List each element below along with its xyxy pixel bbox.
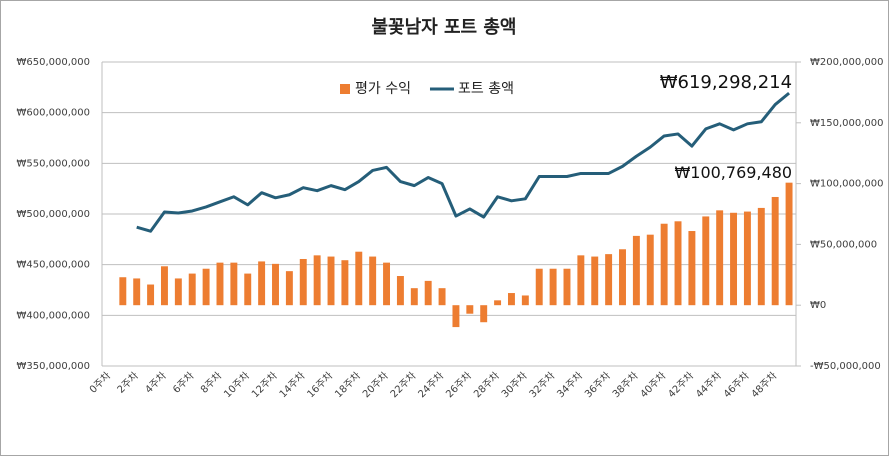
bar [730,212,738,306]
bar [133,278,141,306]
bar [549,268,557,306]
y2-tick-label: ₩150,000,000 [810,118,884,129]
bar [632,235,640,306]
bar [743,211,751,306]
bar [272,263,279,306]
bar [507,293,515,306]
bar [424,280,432,306]
bar [119,277,127,306]
bar [577,255,585,306]
bar [688,231,696,306]
bar [341,260,349,306]
y-tick-label: ₩450,000,000 [16,260,90,271]
bar [355,251,363,306]
bar [313,255,321,306]
bar [660,223,668,306]
y-tick-label: ₩600,000,000 [16,108,90,119]
bar [452,305,460,328]
y2-tick-label: -₩50,000,000 [810,361,881,372]
bar [299,258,307,306]
bar [285,271,293,306]
legend-label: 평가 수익 [355,81,411,97]
line [136,91,791,233]
bar [521,295,529,306]
bar [494,300,502,306]
bar [174,278,182,306]
bar [244,273,252,306]
bar [646,234,654,306]
bar [563,268,571,306]
y-tick-label: ₩350,000,000 [16,361,90,372]
bar [216,262,224,306]
bar [605,254,613,306]
bar [327,256,335,306]
y2-tick-label: ₩50,000,000 [810,239,877,250]
bar [466,305,474,314]
annotation: ₩619,298,214 [660,72,792,93]
chart-title: 불꽃남자 포트 총액 [371,17,516,38]
bar [383,262,391,306]
bar [480,305,488,323]
bar [202,268,210,306]
bar [757,207,765,306]
bar [396,276,404,306]
y-tick-label: ₩500,000,000 [16,209,90,220]
bar [535,268,543,306]
bar [410,288,418,306]
y2-tick-label: ₩0 [810,300,826,311]
y2-tick-label: ₩200,000,000 [810,57,884,68]
bar [438,288,446,306]
bar [674,221,682,306]
bar [716,210,724,306]
y-tick-label: ₩550,000,000 [16,158,90,169]
bar [147,284,155,306]
bar [230,262,238,306]
bar [258,261,266,306]
bar [771,196,779,306]
y2-tick-label: ₩100,000,000 [810,179,884,190]
legend-label: 포트 총액 [458,81,514,97]
bar [785,182,793,306]
bar [619,249,626,306]
y-tick-label: ₩400,000,000 [16,310,90,321]
bar [369,256,377,306]
bar [591,256,599,306]
bar [188,273,196,306]
bar [702,216,710,306]
y-tick-label: ₩650,000,000 [16,57,90,68]
annotation: ₩100,769,480 [674,163,792,182]
bar [160,266,168,306]
legend-swatch [340,84,350,94]
